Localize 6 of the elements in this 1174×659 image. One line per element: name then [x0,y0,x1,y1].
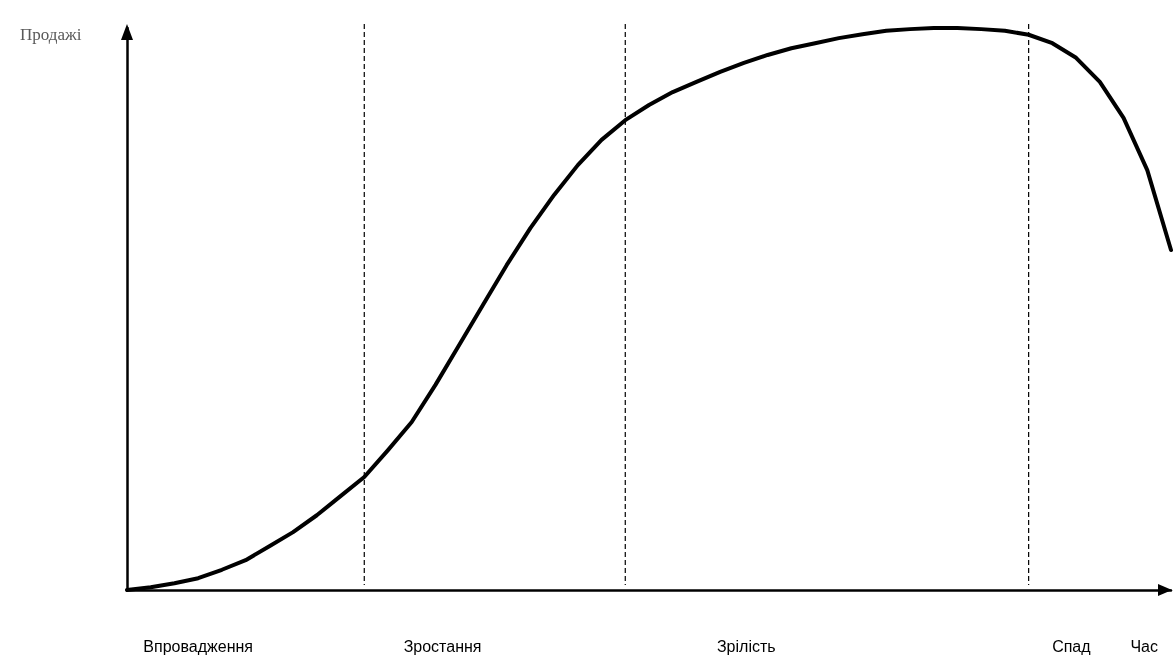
text: Впровадження [143,637,253,655]
y-axis-title: Продажі [20,25,82,44]
text: Зрілість [716,637,776,655]
x-axis-title: Час [1130,637,1158,655]
text: Спад [1052,637,1092,655]
text: Зростання [403,637,482,655]
